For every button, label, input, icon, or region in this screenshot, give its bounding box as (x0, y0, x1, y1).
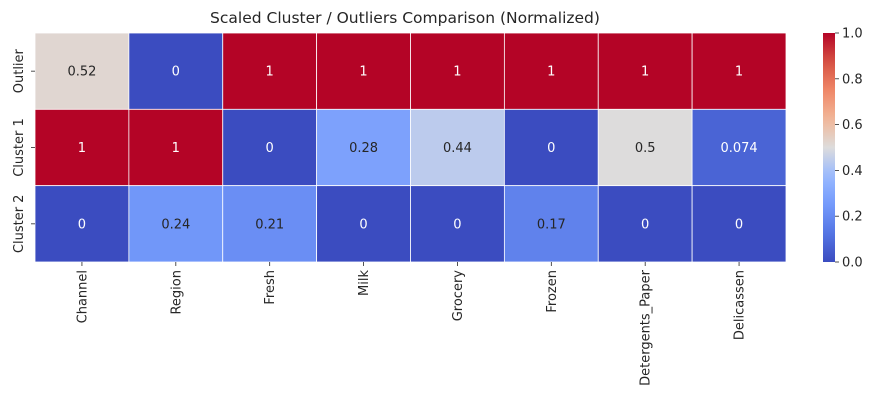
cell-value-label: 0.28 (349, 141, 378, 156)
heatmap-cell (222, 185, 318, 263)
x-tick-label: Detergents_Paper (639, 269, 654, 386)
y-tick-label: Cluster 2 (12, 195, 27, 254)
heatmap-cell (34, 32, 130, 110)
x-tick-label: Frozen (545, 270, 560, 313)
colorbar-tick-label: 1.0 (842, 27, 863, 42)
cell-value-label: 1 (547, 65, 555, 80)
heatmap-cell (503, 185, 599, 263)
cell-value-label: 1 (172, 141, 180, 156)
colorbar-tick-label: 0.8 (842, 72, 863, 87)
cell-value-label: 0.52 (67, 65, 96, 80)
cell-value-label: 0.5 (635, 141, 656, 156)
heatmap-cell (691, 108, 787, 187)
x-tick-label: Delicassen (733, 270, 748, 340)
colorbar-tick-label: 0.6 (842, 118, 863, 133)
heatmap-cell (410, 32, 505, 110)
heatmap-cell (597, 185, 693, 263)
x-tick-label: Fresh (263, 270, 278, 305)
cell-value-label: 0 (78, 217, 86, 232)
cell-value-label: 0.17 (537, 217, 566, 232)
heatmap-cell (128, 32, 224, 110)
y-tick-label: Outlier (12, 48, 27, 93)
colorbar-tick-label: 0.0 (842, 256, 863, 271)
cell-value-label: 0 (547, 141, 555, 156)
heatmap-cell (316, 185, 411, 263)
heatmap-cell (410, 108, 505, 187)
heatmap-cell (222, 32, 318, 110)
heatmap-cell (128, 185, 224, 263)
heatmap-cell (691, 32, 787, 110)
cell-value-label: 0.21 (255, 217, 284, 232)
cell-value-label: 0.074 (720, 141, 757, 156)
colorbar: 0.0 0.2 0.4 0.6 0.8 1.0 (823, 27, 863, 271)
x-tick-label: Milk (357, 270, 372, 296)
heatmap-cell (503, 108, 599, 187)
heatmap-cell (316, 108, 411, 187)
chart-title: Scaled Cluster / Outliers Comparison (No… (210, 9, 600, 27)
heatmap-cell (128, 108, 224, 187)
cell-value-label: 0 (735, 217, 743, 232)
cell-value-label: 0.24 (161, 217, 190, 232)
cell-value-label: 1 (641, 65, 649, 80)
cell-value-label: 1 (735, 65, 743, 80)
cell-value-label: 0 (641, 217, 649, 232)
cell-value-label: 1 (266, 65, 274, 80)
heatmap-cell (34, 185, 130, 263)
x-tick-label: Channel (75, 270, 90, 323)
x-axis-ticks: Channel Region Fresh Milk Grocery Frozen Deter… (75, 262, 748, 386)
cell-value-label: 1 (359, 65, 367, 80)
y-axis-ticks: Outlier Cluster 1 Cluster 2 (12, 48, 35, 253)
heatmap-cell (410, 185, 505, 263)
colorbar-tick-label: 0.4 (842, 164, 863, 179)
cell-value-label: 1 (78, 141, 86, 156)
y-tick-label: Cluster 1 (12, 118, 27, 177)
cell-value-label: 0 (266, 141, 274, 156)
heatmap-cell (503, 32, 599, 110)
cell-value-label: 0 (453, 217, 461, 232)
heatmap-cell (691, 185, 787, 263)
colorbar-tick-label: 0.2 (842, 210, 863, 225)
cell-value-label: 0 (359, 217, 367, 232)
cell-value-label: 0 (172, 65, 180, 80)
heatmap-cells: 0.52 0 1 1 1 1 1 1 1 1 0 0.28 0.44 0 0.5 0.074 0 0.24 0.21… (34, 32, 787, 263)
cell-value-label: 0.44 (443, 141, 472, 156)
x-tick-label: Region (169, 270, 184, 315)
heatmap-cell (316, 32, 411, 110)
cell-value-label: 1 (453, 65, 461, 80)
x-tick-label: Grocery (451, 270, 466, 322)
colorbar-gradient (823, 33, 835, 262)
heatmap-cell (597, 108, 693, 187)
